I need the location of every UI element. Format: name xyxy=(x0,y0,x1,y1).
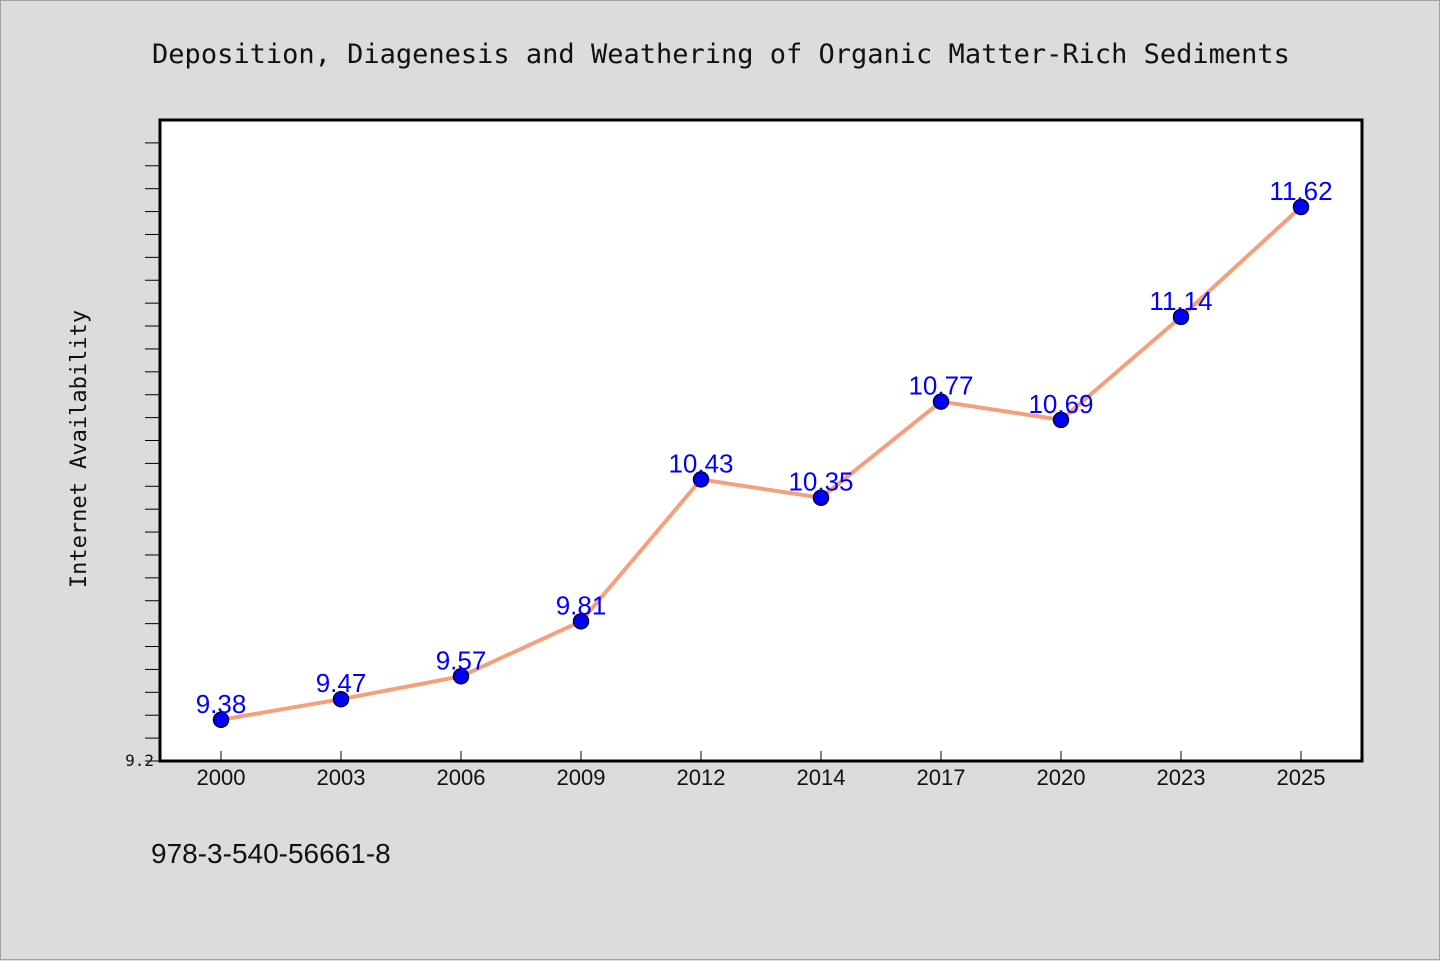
x-tick-label: 2020 xyxy=(1037,765,1086,790)
data-point xyxy=(812,489,830,506)
x-tick-label: 2012 xyxy=(677,765,726,790)
x-tick-label: 2014 xyxy=(797,765,846,790)
data-point xyxy=(1172,308,1190,326)
data-point xyxy=(1052,411,1070,429)
series-line xyxy=(219,204,1303,722)
data-point xyxy=(212,711,230,729)
data-point xyxy=(452,668,470,685)
data-label: 9.38 xyxy=(196,689,247,719)
plot-area xyxy=(158,118,1364,763)
data-label: 9.47 xyxy=(316,668,367,698)
data-labels: 9.38 9.47 9.57 9.81 10.43 10.35 10.77 10.69 11.1… xyxy=(196,176,1333,719)
x-tick-label: 2003 xyxy=(317,765,366,790)
data-point xyxy=(692,471,710,488)
data-label: 10.77 xyxy=(908,371,973,401)
data-point xyxy=(1292,198,1310,216)
x-tick-label: 2023 xyxy=(1157,765,1206,790)
x-tick-label: 2009 xyxy=(557,765,606,790)
data-label: 10.43 xyxy=(668,448,733,478)
data-label: 11.14 xyxy=(1149,286,1212,316)
y-axis-label: Internet Availability xyxy=(67,310,92,588)
data-label: 9.81 xyxy=(556,590,607,620)
isbn-footer: 978-3-540-56661-8 xyxy=(151,838,391,869)
data-point xyxy=(332,690,350,708)
x-tick-label: 2025 xyxy=(1277,765,1326,790)
data-point xyxy=(932,393,950,410)
data-label: 10.35 xyxy=(788,467,853,497)
data-label: 9.57 xyxy=(436,645,487,675)
data-markers xyxy=(212,198,1310,729)
chart-title: Deposition, Diagenesis and Weathering of… xyxy=(152,39,1290,70)
data-point xyxy=(572,613,590,630)
data-label: 10.69 xyxy=(1028,389,1093,419)
x-axis-ticks: 2000 2003 2006 2009 2012 2014 2017 2020 2023 2025 xyxy=(197,751,1326,790)
x-tick-label: 2000 xyxy=(197,765,246,790)
x-tick-label: 2017 xyxy=(917,765,966,790)
x-tick-label: 2006 xyxy=(437,765,486,790)
y-tick-label: 9.2 xyxy=(125,751,154,770)
y-axis-ticks: 9.2 xyxy=(125,142,160,770)
data-label: 11.62 xyxy=(1269,176,1332,206)
